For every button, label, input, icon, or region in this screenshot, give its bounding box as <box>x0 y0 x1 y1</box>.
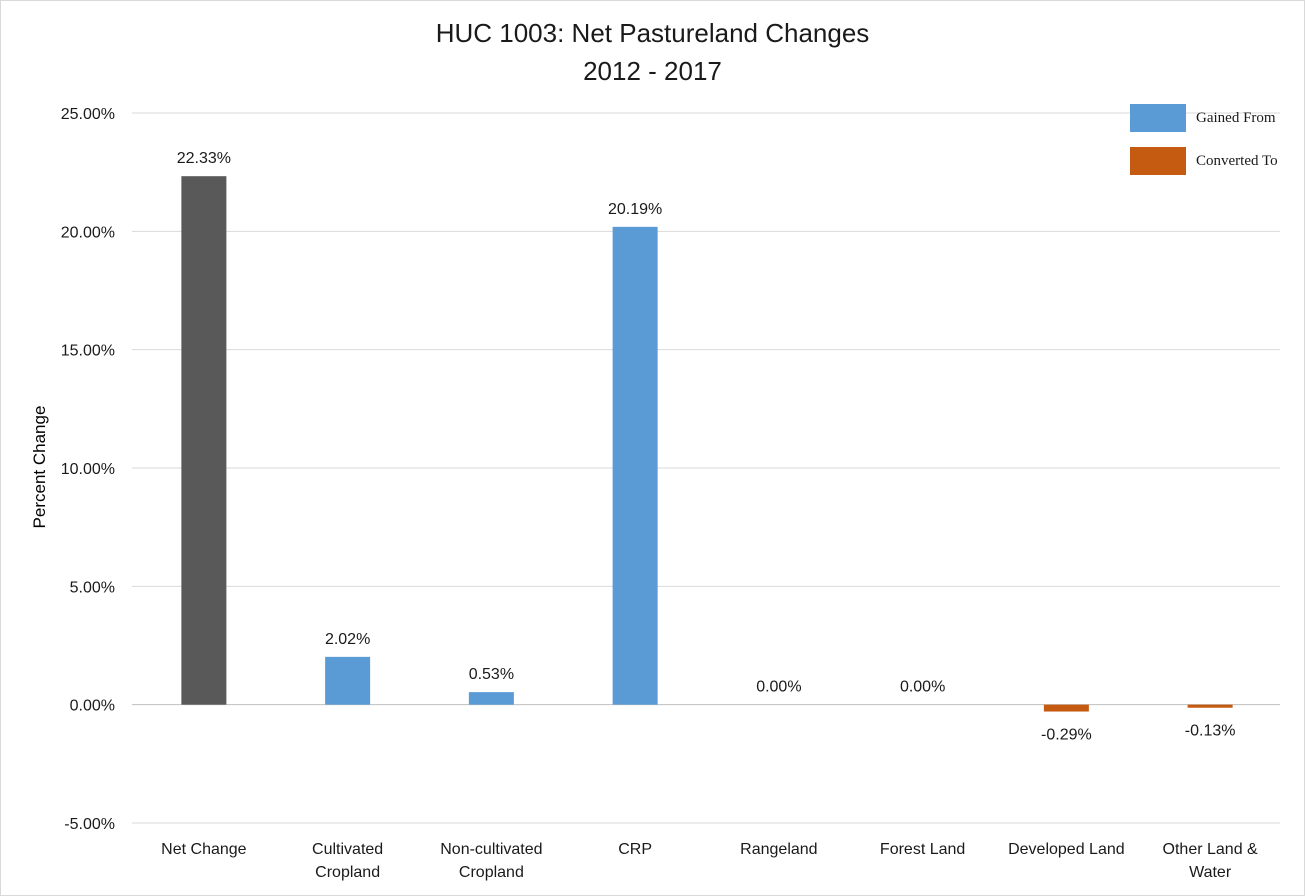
x-tick-label: Cropland <box>459 864 524 881</box>
x-tick-label: Forest Land <box>880 841 965 858</box>
y-tick-label: 20.00% <box>61 224 115 241</box>
data-label: -0.13% <box>1185 723 1236 740</box>
y-tick-label: 0.00% <box>70 698 115 715</box>
bar <box>1043 704 1089 712</box>
x-tick-label: Rangeland <box>740 841 817 858</box>
data-label: -0.29% <box>1041 727 1092 744</box>
bar <box>1187 704 1233 708</box>
bar <box>612 226 658 705</box>
x-tick-label: Cultivated <box>312 841 383 858</box>
data-label: 20.19% <box>608 201 662 218</box>
legend-swatch-gained-from <box>1130 104 1186 132</box>
bar <box>325 656 371 705</box>
data-label: 22.33% <box>177 150 231 167</box>
x-tick-label: Net Change <box>161 841 246 858</box>
y-tick-label: 5.00% <box>70 579 115 596</box>
chart-title: HUC 1003: Net Pastureland Changes <box>435 18 870 48</box>
legend-label-converted-to: Converted To <box>1196 152 1278 169</box>
x-tick-label: Developed Land <box>1008 841 1125 858</box>
legend-label-gained-from: Gained From <box>1196 109 1276 126</box>
y-tick-label: -5.00% <box>64 816 115 833</box>
x-tick-label: CRP <box>618 841 652 858</box>
chart-subtitle: 2012 - 2017 <box>583 56 722 86</box>
bar <box>468 692 514 705</box>
data-label: 0.53% <box>469 666 514 683</box>
x-tick-label: Other Land & <box>1163 841 1259 858</box>
y-tick-label: 25.00% <box>61 106 115 123</box>
data-label: 0.00% <box>756 679 801 696</box>
legend-item-converted-to: Converted To <box>1130 147 1278 175</box>
legend-swatch-converted-to <box>1130 147 1186 175</box>
x-tick-label: Non-cultivated <box>440 841 542 858</box>
x-tick-label: Water <box>1189 864 1232 881</box>
data-label: 2.02% <box>325 631 370 648</box>
legend-item-gained-from: Gained From <box>1130 104 1276 132</box>
y-tick-label: 15.00% <box>61 343 115 360</box>
bar <box>181 176 227 705</box>
x-tick-label: Cropland <box>315 864 380 881</box>
data-label: 0.00% <box>900 679 945 696</box>
y-tick-label: 10.00% <box>61 461 115 478</box>
